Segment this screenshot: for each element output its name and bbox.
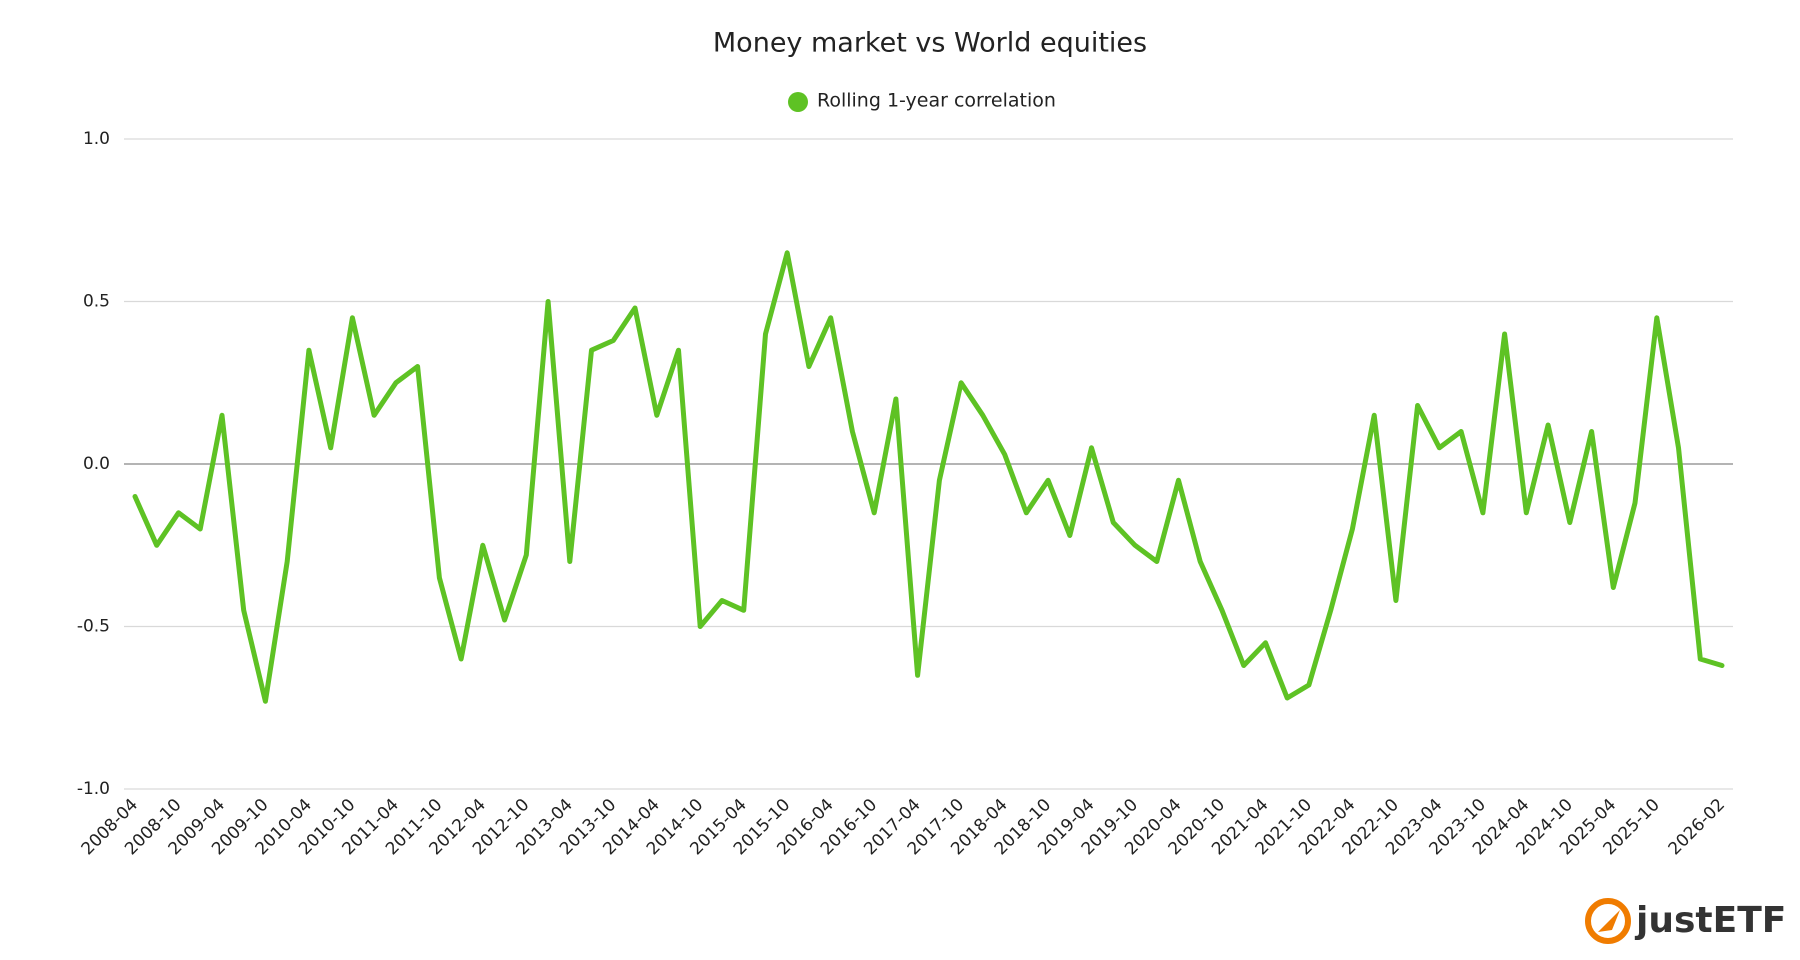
x-tick-label: 2026-02 bbox=[1665, 795, 1729, 859]
y-tick-label: 0.5 bbox=[83, 292, 110, 312]
brand-icon-arrow bbox=[1598, 910, 1620, 932]
brand-name: justETF bbox=[1634, 900, 1786, 941]
brand-icon bbox=[1585, 898, 1631, 944]
brand-logo: justETF bbox=[1585, 898, 1786, 944]
y-tick-label: -0.5 bbox=[77, 617, 110, 637]
chart-title: Money market vs World equities bbox=[713, 28, 1147, 59]
legend-label: Rolling 1-year correlation bbox=[817, 90, 1056, 112]
y-tick-label: 1.0 bbox=[83, 129, 110, 149]
legend-marker bbox=[788, 92, 808, 112]
y-tick-label: -1.0 bbox=[77, 779, 110, 799]
data-line bbox=[132, 250, 1725, 704]
y-tick-label: 0.0 bbox=[83, 454, 110, 474]
